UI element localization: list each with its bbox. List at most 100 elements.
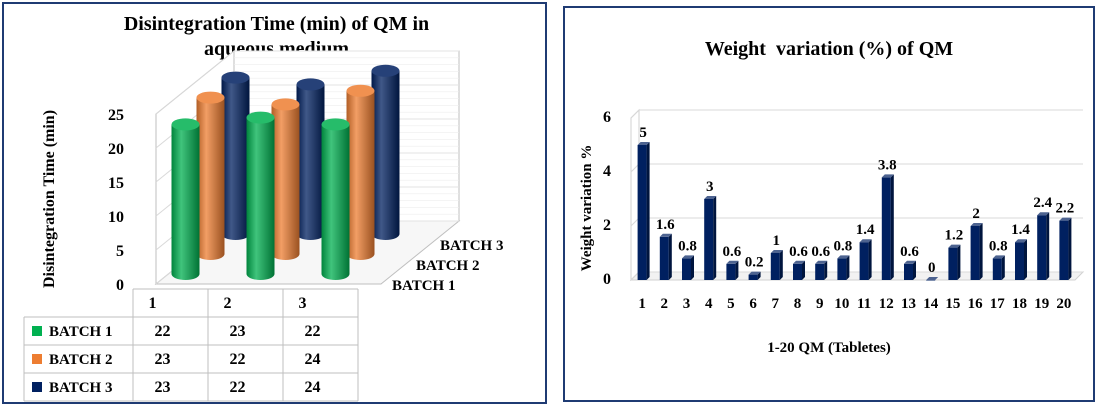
- bar-top: [948, 244, 961, 248]
- data-label: 0.6: [723, 244, 742, 260]
- bar-side: [757, 271, 761, 280]
- table-value: 24: [305, 379, 321, 396]
- bar-front: [948, 247, 958, 280]
- cylinder-top: [221, 71, 250, 84]
- cylinder-body: [221, 77, 250, 241]
- bar-front: [637, 145, 647, 280]
- data-label: 0.2: [745, 255, 764, 271]
- weight-variation-chart-panel: Weight variation (%) of QM 0 2 4 6 Weight va…: [563, 6, 1095, 402]
- x-tick-label: 20: [1056, 296, 1071, 312]
- bar-side: [846, 255, 850, 280]
- x-tick-label: 8: [794, 296, 802, 312]
- cylinder-bar: [271, 98, 300, 261]
- bar-top: [637, 142, 650, 145]
- bar-front: [837, 258, 847, 280]
- data-label: 3.8: [878, 157, 897, 173]
- y-axis-label: Weight variation %: [579, 145, 595, 272]
- data-label: 2.2: [1056, 201, 1075, 217]
- cylinder-bar: [296, 78, 325, 241]
- x-tick-label: 10: [834, 296, 849, 312]
- cylinder-bar: [246, 111, 275, 280]
- disintegration-chart: 0 5 10 15 20 25 Disintegration Time (min) BATCH…: [23, 49, 503, 402]
- data-label: 0: [928, 260, 936, 276]
- data-label: 1.4: [856, 222, 875, 238]
- y-tick-label: 4: [603, 163, 611, 180]
- bar: [815, 260, 828, 280]
- bar-top: [970, 223, 983, 226]
- x-tick-label: 2: [661, 296, 669, 312]
- bar-top: [859, 239, 872, 243]
- bar-top: [926, 277, 939, 280]
- bar: [837, 255, 850, 280]
- gridline: [155, 50, 235, 115]
- cylinder-top: [271, 98, 300, 111]
- bar-side: [913, 260, 916, 280]
- bar: [793, 260, 805, 280]
- bar-top: [748, 271, 761, 275]
- cylinder-bar: [321, 118, 350, 281]
- y-tick-label: 6: [603, 109, 611, 126]
- cylinder-bar: [346, 84, 375, 260]
- data-label: 1.6: [656, 217, 675, 233]
- bar-side: [890, 174, 894, 280]
- bar: [704, 196, 717, 280]
- data-label: 3: [706, 179, 714, 195]
- x-tick-label: 19: [1034, 296, 1049, 312]
- legend-label: BATCH 2: [49, 352, 112, 368]
- bar-top: [682, 255, 694, 259]
- bar: [659, 233, 672, 280]
- x-tick-label: 18: [1012, 296, 1027, 312]
- data-label: 2.4: [1033, 195, 1052, 211]
- y-tick-label: 0: [116, 277, 124, 294]
- bar-side: [1024, 239, 1027, 280]
- data-label: 0.6: [811, 244, 830, 260]
- x-tick-label: 7: [772, 296, 780, 312]
- legend-swatch: [32, 326, 42, 336]
- table-value: 23: [230, 323, 246, 340]
- y-tick-label: 25: [108, 107, 124, 124]
- bar-side: [868, 239, 872, 280]
- bar-front: [704, 199, 714, 280]
- x-tick-label: 12: [879, 296, 894, 312]
- bar: [1037, 212, 1050, 280]
- bar: [1015, 239, 1027, 280]
- bar-side: [1068, 217, 1072, 280]
- cylinder-bar: [221, 71, 250, 241]
- category-label: 2: [224, 295, 232, 312]
- weight-variation-chart-title: Weight variation (%) of QM: [704, 38, 954, 60]
- bar-top: [904, 260, 916, 264]
- bar-side: [713, 196, 717, 280]
- y-axis-label: Disintegration Time (min): [41, 110, 58, 288]
- table-value: 24: [305, 351, 321, 368]
- x-tick-label: 3: [683, 296, 691, 312]
- bar-side: [1001, 255, 1005, 280]
- table-value: 22: [230, 379, 246, 396]
- bar-top: [815, 260, 828, 264]
- x-tick-label: 1: [638, 296, 646, 312]
- bar-side: [735, 260, 739, 280]
- gridline: [630, 109, 640, 119]
- bar: [970, 223, 983, 280]
- bar-front: [682, 258, 691, 280]
- bar-top: [659, 233, 672, 237]
- cylinder-top: [346, 84, 375, 97]
- category-label: 1: [149, 295, 157, 312]
- x-tick-label: 13: [901, 296, 916, 312]
- depth-axis-label: BATCH 3: [440, 238, 503, 254]
- x-axis-label: 1-20 QM (Tabletes): [767, 340, 891, 356]
- table-value: 23: [155, 351, 171, 368]
- data-label: 1: [773, 233, 781, 249]
- y-tick-label: 20: [108, 141, 124, 158]
- bar-side: [824, 260, 828, 280]
- bar-side: [691, 255, 694, 280]
- data-label: 1.4: [1011, 222, 1030, 238]
- cylinder-body: [171, 124, 200, 281]
- bar: [881, 174, 894, 280]
- data-label: 2: [972, 206, 980, 222]
- bar-side: [979, 223, 983, 280]
- cylinder-bar: [196, 91, 225, 260]
- bar-front: [726, 263, 736, 280]
- legend-swatch: [32, 382, 42, 392]
